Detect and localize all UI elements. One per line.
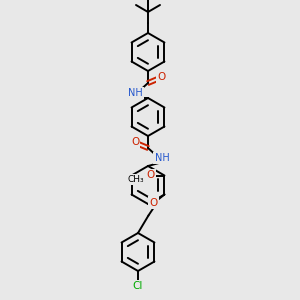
Text: NH: NH [154, 153, 169, 163]
Text: O: O [131, 137, 139, 147]
Text: O: O [149, 197, 158, 208]
Text: O: O [157, 72, 165, 82]
Text: CH₃: CH₃ [127, 175, 144, 184]
Text: O: O [146, 170, 154, 181]
Text: NH: NH [128, 88, 142, 98]
Text: Cl: Cl [133, 281, 143, 291]
